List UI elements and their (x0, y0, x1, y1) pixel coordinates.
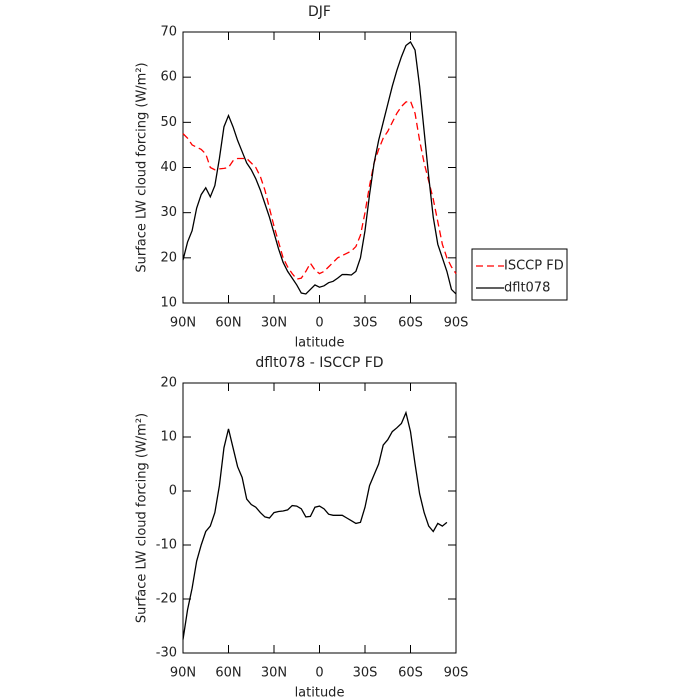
y-tick-label: 50 (160, 115, 177, 130)
x-tick-label: 90S (444, 316, 469, 331)
x-axis-label: latitude (295, 686, 345, 700)
legend-label: ISCCP FD (504, 259, 564, 274)
plot-frame (182, 31, 457, 304)
y-tick-label: 20 (160, 376, 177, 391)
chart-title: dflt078 - ISCCP FD (255, 355, 383, 371)
legend-box (471, 248, 568, 301)
x-tick-label: 30N (261, 666, 287, 681)
y-tick-label: 10 (160, 430, 177, 445)
x-tick-label: 90N (170, 316, 196, 331)
chart-title: DJF (308, 4, 331, 20)
x-tick-label: 60N (215, 316, 241, 331)
y-tick-label: 70 (160, 25, 177, 40)
y-tick-label: -30 (156, 646, 177, 661)
y-tick-label: 10 (160, 296, 177, 311)
x-tick-label: 60S (398, 316, 423, 331)
x-tick-label: 30N (261, 316, 287, 331)
y-axis-label: Surface LW cloud forcing (W/m²) (135, 413, 150, 623)
x-tick-label: 30S (353, 316, 378, 331)
y-tick-label: 20 (160, 250, 177, 265)
x-axis-label: latitude (295, 336, 345, 351)
x-tick-label: 60S (398, 666, 423, 681)
x-tick-label: 90N (170, 666, 196, 681)
y-tick-label: -20 (156, 592, 177, 607)
y-tick-label: -10 (156, 538, 177, 553)
data-line (182, 100, 457, 280)
legend: ISCCP FD dflt078 (471, 248, 568, 301)
data-line (182, 40, 457, 295)
data-line (182, 410, 448, 640)
y-tick-label: 60 (160, 70, 177, 85)
y-axis-label: Surface LW cloud forcing (W/m²) (135, 62, 150, 272)
x-tick-label: 60N (215, 666, 241, 681)
x-tick-label: 90S (444, 666, 469, 681)
plot-frame (182, 382, 457, 654)
x-tick-label: 0 (315, 666, 323, 681)
y-tick-label: 30 (160, 205, 177, 220)
y-tick-label: 0 (169, 484, 177, 499)
x-tick-label: 30S (353, 666, 378, 681)
x-tick-label: 0 (315, 316, 323, 331)
y-tick-label: 40 (160, 160, 177, 175)
legend-label: dflt078 (504, 281, 550, 296)
